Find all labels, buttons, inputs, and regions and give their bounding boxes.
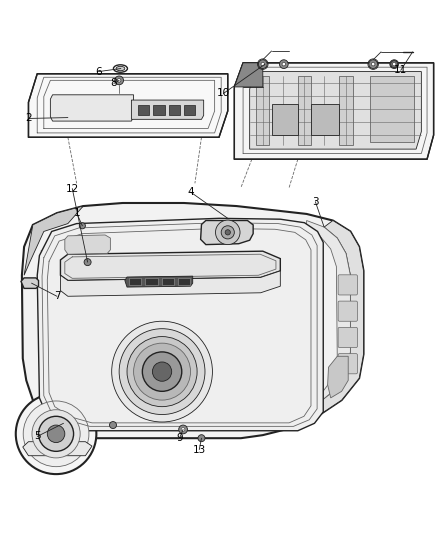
Circle shape	[181, 427, 185, 431]
Text: 8: 8	[110, 78, 117, 88]
Circle shape	[225, 230, 230, 235]
Polygon shape	[125, 276, 193, 287]
Text: 1: 1	[73, 208, 80, 218]
Circle shape	[112, 321, 212, 422]
FancyBboxPatch shape	[338, 327, 357, 348]
Circle shape	[282, 62, 286, 66]
Circle shape	[110, 422, 117, 429]
Bar	[184, 105, 195, 115]
Circle shape	[258, 60, 267, 69]
Bar	[145, 278, 158, 285]
Polygon shape	[23, 442, 92, 456]
Circle shape	[16, 393, 96, 474]
Circle shape	[215, 220, 240, 245]
Polygon shape	[272, 104, 298, 135]
Circle shape	[115, 76, 124, 85]
Circle shape	[279, 60, 288, 69]
FancyBboxPatch shape	[338, 354, 357, 374]
Bar	[178, 278, 190, 285]
Circle shape	[152, 362, 172, 381]
Circle shape	[142, 352, 182, 391]
Polygon shape	[21, 278, 39, 288]
Text: 10: 10	[217, 88, 230, 99]
Polygon shape	[60, 251, 280, 280]
Circle shape	[47, 425, 65, 442]
Circle shape	[391, 61, 398, 68]
Polygon shape	[370, 76, 414, 142]
Text: 9: 9	[176, 433, 183, 443]
Text: 4: 4	[187, 187, 194, 197]
Circle shape	[119, 329, 205, 415]
Polygon shape	[60, 271, 280, 296]
Polygon shape	[256, 76, 269, 145]
Polygon shape	[298, 221, 350, 415]
Circle shape	[371, 62, 375, 66]
FancyBboxPatch shape	[338, 301, 357, 321]
Circle shape	[392, 62, 396, 66]
Text: 12: 12	[66, 183, 79, 193]
Polygon shape	[311, 104, 339, 135]
Circle shape	[369, 60, 378, 69]
Polygon shape	[250, 71, 421, 149]
Circle shape	[117, 78, 121, 82]
Polygon shape	[339, 76, 353, 145]
Circle shape	[261, 62, 265, 66]
Text: 13: 13	[193, 445, 206, 455]
Circle shape	[84, 259, 91, 265]
FancyBboxPatch shape	[338, 275, 357, 295]
Polygon shape	[298, 76, 311, 145]
Circle shape	[32, 410, 80, 458]
Polygon shape	[65, 235, 110, 254]
Polygon shape	[328, 356, 348, 398]
Polygon shape	[201, 221, 253, 245]
Text: 11: 11	[394, 65, 407, 75]
Bar	[169, 105, 180, 115]
Circle shape	[127, 336, 197, 407]
Circle shape	[198, 435, 205, 442]
Circle shape	[134, 343, 191, 400]
Polygon shape	[131, 100, 204, 119]
Text: 5: 5	[34, 431, 41, 441]
Bar	[162, 278, 174, 285]
Polygon shape	[234, 63, 263, 87]
Text: 3: 3	[312, 197, 319, 207]
Text: 6: 6	[95, 67, 102, 77]
Circle shape	[23, 401, 89, 467]
Bar	[153, 105, 165, 115]
Bar	[138, 105, 149, 115]
Polygon shape	[28, 74, 228, 138]
Circle shape	[79, 223, 85, 229]
Circle shape	[221, 226, 234, 239]
Text: 2: 2	[25, 114, 32, 124]
Polygon shape	[22, 203, 364, 438]
Ellipse shape	[116, 66, 125, 71]
Circle shape	[39, 416, 74, 451]
Text: 7: 7	[53, 291, 60, 301]
Circle shape	[390, 60, 399, 69]
Circle shape	[179, 425, 187, 434]
Polygon shape	[24, 206, 83, 275]
Polygon shape	[234, 63, 434, 159]
Bar	[129, 278, 141, 285]
Polygon shape	[298, 221, 364, 418]
Polygon shape	[50, 95, 134, 121]
Polygon shape	[37, 219, 323, 431]
